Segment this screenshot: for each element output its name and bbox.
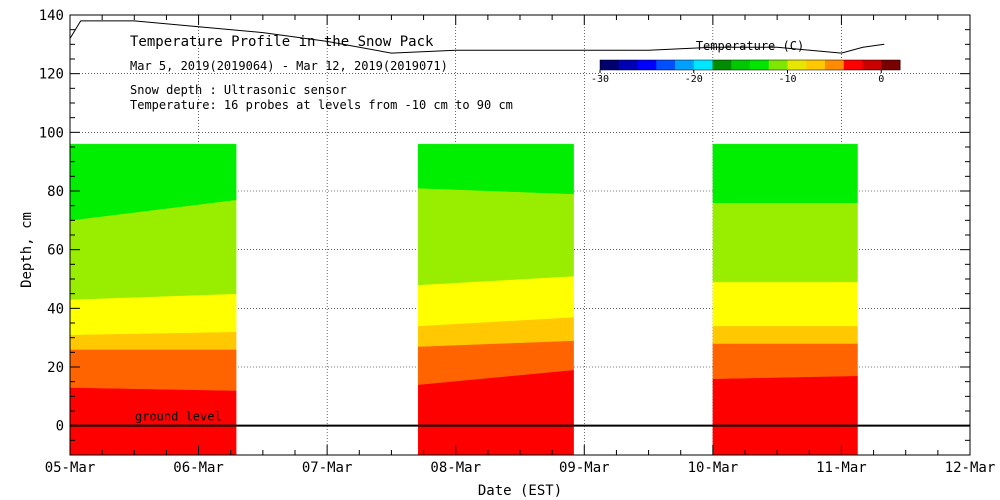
x-tick-label: 06-Mar [173,460,224,476]
x-tick-label: 05-Mar [45,460,96,476]
temperature-band-3-5 [712,202,858,283]
y-tick-label: 80 [47,184,64,200]
colorbar-title: Temperature (C) [696,39,804,53]
y-tick-label: 20 [47,360,64,376]
colorbar-cell [806,60,826,70]
axis-ticks: 05-Mar 06-Mar 07-Mar 08-Mar 09-Mar 10-Mar 11-M… [39,8,996,476]
x-tick-label: 11-Mar [816,460,867,476]
y-axis-title: Depth, cm [19,212,35,288]
y-tick-label: 100 [39,125,64,141]
temperature-band-3-6 [712,143,858,203]
y-tick-label: 140 [39,8,64,24]
temperature-band-1-2 [69,349,237,391]
colorbar-cell [843,60,863,70]
colorbar-tick-label: -20 [685,74,703,85]
y-tick-label: 0 [56,419,64,435]
temperature-band-3-3 [712,325,858,344]
colorbar-cell [825,60,845,70]
colorbar-cell [656,60,676,70]
temperature-colorbar: Temperature (C) -30 -20 -10 0 [591,39,901,85]
x-tick-label: 08-Mar [430,460,481,476]
colorbar-cell [637,60,657,70]
colorbar-cell [731,60,751,70]
colorbar-cell [712,60,732,70]
ground-level-label: ground level [135,410,222,424]
chart-title: Temperature Profile in the Snow Pack [130,34,434,50]
x-axis-title: Date (EST) [478,483,562,499]
colorbar-tick-label: -30 [591,74,609,85]
annotation-probes: Temperature: 16 probes at levels from -1… [130,98,513,112]
colorbar-cell [768,60,788,70]
colorbar-cells [599,59,901,71]
colorbar-ticks: -30 -20 -10 0 [591,70,884,85]
colorbar-outline [599,59,901,71]
colorbar-cell [600,60,620,70]
colorbar-tick-label: -10 [778,74,796,85]
x-tick-label: 12-Mar [945,460,996,476]
temperature-band-3-1 [712,375,858,456]
colorbar-cell [881,60,901,70]
y-tick-label: 120 [39,67,64,83]
colorbar-cell [618,60,638,70]
temperature-bands [69,143,858,456]
temperature-band-3-4 [712,281,858,327]
y-tick-label: 40 [47,301,64,317]
x-tick-label: 10-Mar [688,460,739,476]
colorbar-tick-label: 0 [878,74,884,85]
annotation-sensor: Snow depth : Ultrasonic sensor [130,83,347,97]
temperature-band-3-2 [712,343,858,379]
y-tick-label: 60 [47,243,64,259]
colorbar-cell [862,60,882,70]
temperature-band-2-1 [417,369,574,456]
colorbar-cell [675,60,695,70]
temperature-band-2-5 [417,187,574,286]
snow-depth-line [69,20,885,54]
colorbar-cell [787,60,807,70]
x-tick-label: 09-Mar [559,460,610,476]
x-tick-label: 07-Mar [302,460,353,476]
temperature-band-1-4 [69,293,237,335]
colorbar-cell [693,60,713,70]
colorbar-cell [750,60,770,70]
chart-subtitle: Mar 5, 2019(2019064) - Mar 12, 2019(2019… [130,59,448,73]
temperature-band-2-6 [417,143,574,195]
